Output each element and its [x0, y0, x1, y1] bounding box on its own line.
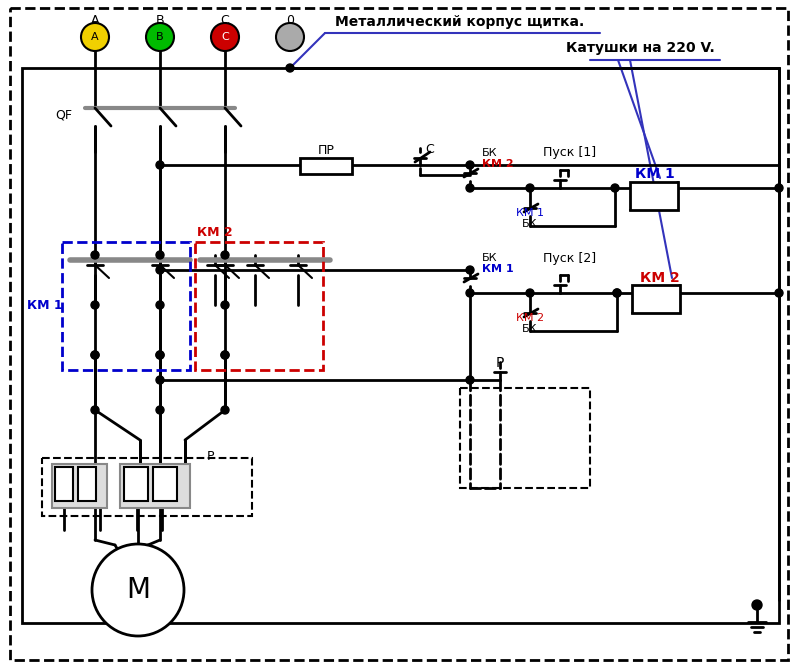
Circle shape [156, 251, 164, 259]
Text: БК: БК [522, 324, 538, 334]
Circle shape [156, 161, 164, 169]
Circle shape [156, 351, 164, 359]
Bar [78, 467, 96, 501]
Text: КМ 1: КМ 1 [635, 167, 675, 181]
Circle shape [466, 289, 474, 297]
Circle shape [91, 351, 99, 359]
Text: Р: Р [496, 356, 504, 370]
Circle shape [775, 289, 783, 297]
Text: КМ 2: КМ 2 [482, 159, 514, 169]
Text: Р: Р [206, 450, 214, 462]
Bar [632, 285, 680, 313]
Circle shape [81, 23, 109, 51]
Circle shape [156, 376, 164, 384]
Bar [22, 68, 779, 623]
Bar [42, 458, 252, 516]
Circle shape [221, 301, 229, 309]
Circle shape [91, 406, 99, 414]
Circle shape [221, 351, 229, 359]
Text: В: В [156, 13, 164, 27]
Text: КМ 1: КМ 1 [482, 264, 514, 274]
Circle shape [221, 406, 229, 414]
Circle shape [613, 289, 621, 297]
Text: КМ 1: КМ 1 [516, 208, 544, 218]
Text: БК: БК [482, 253, 498, 263]
Text: С: С [221, 13, 230, 27]
Circle shape [156, 266, 164, 274]
Text: Пуск [2]: Пуск [2] [543, 251, 597, 265]
Text: КМ 2: КМ 2 [516, 313, 544, 323]
Circle shape [466, 376, 474, 384]
Text: Катушки на 220 V.: Катушки на 220 V. [566, 41, 714, 55]
Bar [300, 158, 352, 174]
Text: В: В [156, 32, 164, 42]
Circle shape [91, 351, 99, 359]
Text: А: А [90, 13, 99, 27]
Circle shape [276, 23, 304, 51]
Circle shape [221, 251, 229, 259]
Text: КМ 2: КМ 2 [197, 226, 233, 239]
Text: 0: 0 [286, 13, 294, 27]
Bar [52, 464, 107, 508]
Text: С: С [221, 32, 229, 42]
Text: М: М [126, 576, 150, 604]
Bar [120, 464, 190, 508]
Circle shape [775, 184, 783, 192]
Circle shape [286, 64, 294, 72]
Circle shape [752, 600, 762, 610]
Bar [55, 467, 73, 501]
Text: ПР: ПР [318, 143, 334, 157]
Bar [124, 467, 148, 501]
Circle shape [466, 161, 474, 169]
Circle shape [156, 351, 164, 359]
Circle shape [613, 289, 621, 297]
Circle shape [146, 23, 174, 51]
Text: КМ 1: КМ 1 [27, 299, 63, 312]
Circle shape [91, 301, 99, 309]
Bar [62, 242, 190, 370]
Circle shape [466, 266, 474, 274]
Text: QF: QF [55, 109, 72, 121]
Circle shape [156, 406, 164, 414]
Text: C: C [426, 143, 434, 155]
Circle shape [466, 184, 474, 192]
Circle shape [526, 289, 534, 297]
Circle shape [92, 544, 184, 636]
Circle shape [91, 251, 99, 259]
Circle shape [211, 23, 239, 51]
Bar [630, 182, 678, 210]
Circle shape [221, 351, 229, 359]
Text: Пуск [1]: Пуск [1] [543, 145, 597, 159]
Text: БК: БК [482, 148, 498, 158]
Bar [195, 242, 323, 370]
Circle shape [156, 301, 164, 309]
Text: КМ 2: КМ 2 [640, 271, 680, 285]
Circle shape [611, 184, 619, 192]
Bar [460, 388, 590, 488]
Text: А: А [91, 32, 99, 42]
Text: БК: БК [522, 219, 538, 229]
Bar [153, 467, 177, 501]
Text: Металлический корпус щитка.: Металлический корпус щитка. [335, 15, 585, 29]
Circle shape [526, 184, 534, 192]
